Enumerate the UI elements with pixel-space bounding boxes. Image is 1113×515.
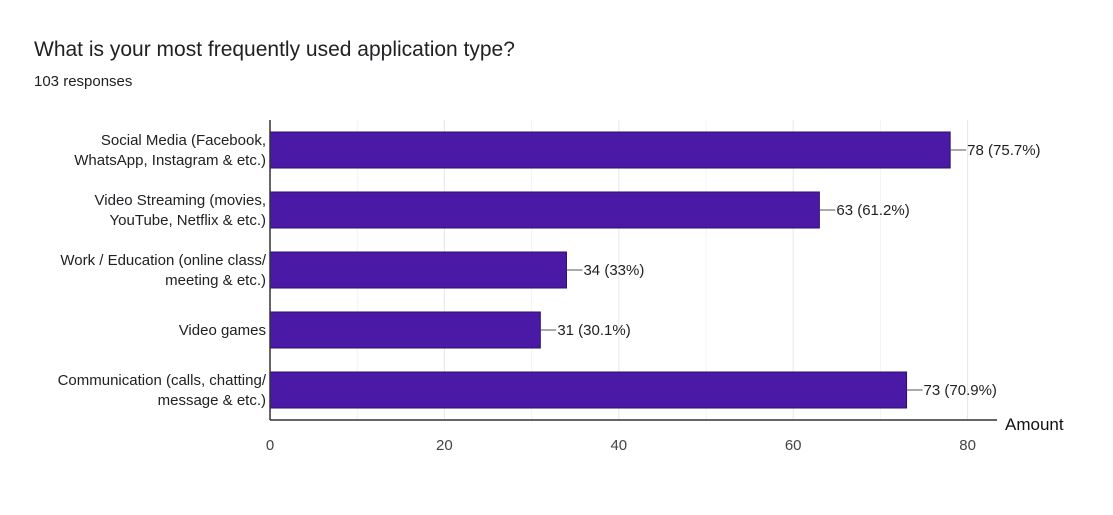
x-tick-label: 80 (959, 437, 976, 454)
data-label: 63 (61.2%) (836, 202, 909, 219)
data-label: 31 (30.1%) (557, 322, 630, 339)
chart-title: What is your most frequently used applic… (34, 38, 515, 61)
data-label: 73 (70.9%) (924, 382, 997, 399)
bar (269, 371, 908, 409)
x-tick-label: 20 (436, 437, 453, 454)
bar (269, 191, 820, 229)
x-tick-label: 40 (610, 437, 627, 454)
bar (269, 131, 951, 169)
data-label: 78 (75.7%) (967, 142, 1040, 159)
category-label: message & etc.) (158, 392, 266, 409)
category-label: Communication (calls, chatting/ (58, 372, 267, 389)
data-label: 34 (33%) (583, 262, 644, 279)
category-label: WhatsApp, Instagram & etc.) (74, 152, 266, 169)
x-tick-label: 0 (266, 437, 274, 454)
category-label: Video Streaming (movies, (95, 192, 266, 209)
bar (269, 251, 567, 289)
category-label: YouTube, Netflix & etc.) (110, 212, 266, 229)
response-count: 103 responses (34, 73, 133, 90)
category-label: Video games (179, 322, 266, 339)
category-label: Social Media (Facebook, (101, 132, 266, 149)
bar (269, 311, 541, 349)
x-axis-title: Amount (1005, 415, 1064, 434)
x-tick-label: 60 (785, 437, 802, 454)
category-label: Work / Education (online class/ (60, 252, 266, 269)
category-label: meeting & etc.) (165, 272, 266, 289)
